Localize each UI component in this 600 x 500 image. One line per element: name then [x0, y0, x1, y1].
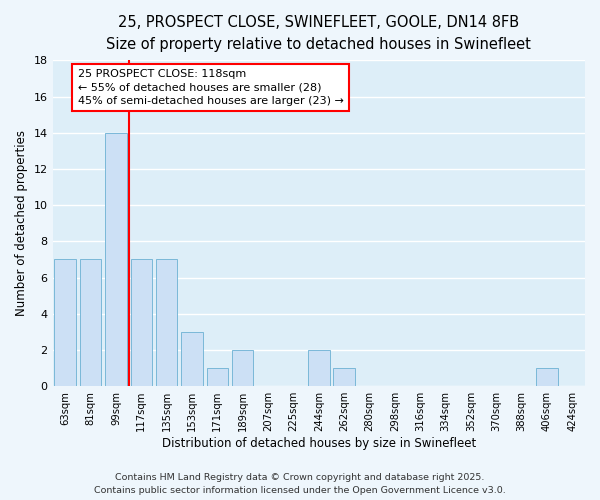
Bar: [80, 260, 101, 386]
Bar: [206, 368, 228, 386]
Bar: [131, 260, 152, 386]
Bar: [181, 332, 203, 386]
Bar: [334, 368, 355, 386]
Bar: [308, 350, 329, 386]
Bar: [232, 350, 253, 386]
Bar: [536, 368, 558, 386]
Text: 25 PROSPECT CLOSE: 118sqm
← 55% of detached houses are smaller (28)
45% of semi-: 25 PROSPECT CLOSE: 118sqm ← 55% of detac…: [78, 70, 344, 106]
X-axis label: Distribution of detached houses by size in Swinefleet: Distribution of detached houses by size …: [161, 437, 476, 450]
Y-axis label: Number of detached properties: Number of detached properties: [15, 130, 28, 316]
Title: 25, PROSPECT CLOSE, SWINEFLEET, GOOLE, DN14 8FB
Size of property relative to det: 25, PROSPECT CLOSE, SWINEFLEET, GOOLE, D…: [106, 15, 531, 52]
Bar: [105, 132, 127, 386]
Text: Contains HM Land Registry data © Crown copyright and database right 2025.
Contai: Contains HM Land Registry data © Crown c…: [94, 474, 506, 495]
Bar: [156, 260, 178, 386]
Bar: [55, 260, 76, 386]
